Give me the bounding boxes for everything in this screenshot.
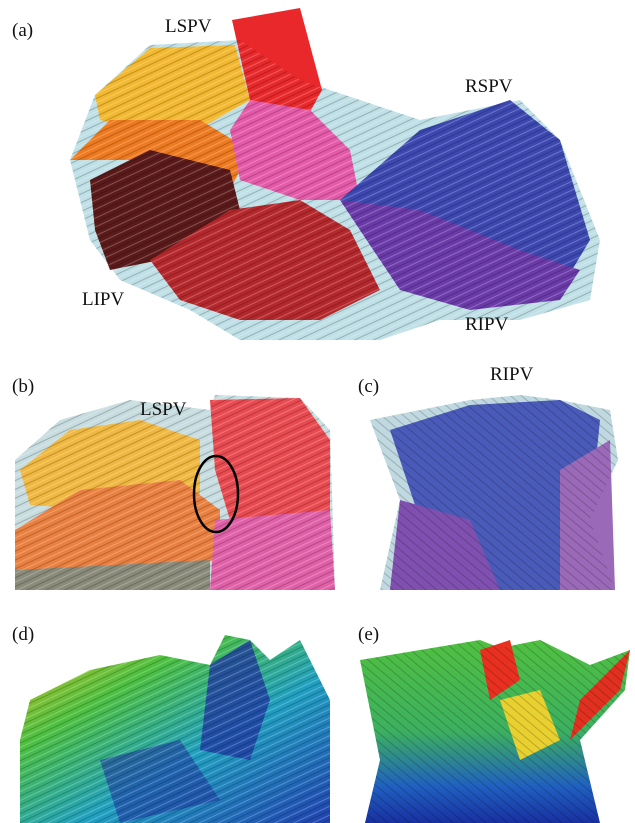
panel-a-image — [70, 8, 600, 340]
annotation: LSPV — [165, 16, 212, 37]
panel-label: (c) — [358, 376, 379, 397]
panel-b-image — [15, 395, 335, 590]
annotation: LIPV — [82, 289, 125, 310]
annotation: RIPV — [465, 314, 509, 335]
annotation: RIPV — [490, 364, 534, 385]
figure: (a) LSPV RSPV LIPV RIPV (b) LSPV (c) RIP… — [0, 0, 635, 823]
panel-label: (a) — [12, 20, 33, 41]
annotation: LSPV — [140, 399, 187, 420]
panel-d-image — [20, 635, 330, 823]
annotation: RSPV — [465, 76, 513, 97]
panel-label: (d) — [12, 624, 34, 645]
panel-label: (b) — [12, 376, 34, 397]
panel-e-image — [360, 640, 630, 823]
panel-c-image — [370, 395, 618, 590]
panel-label: (e) — [358, 624, 379, 645]
